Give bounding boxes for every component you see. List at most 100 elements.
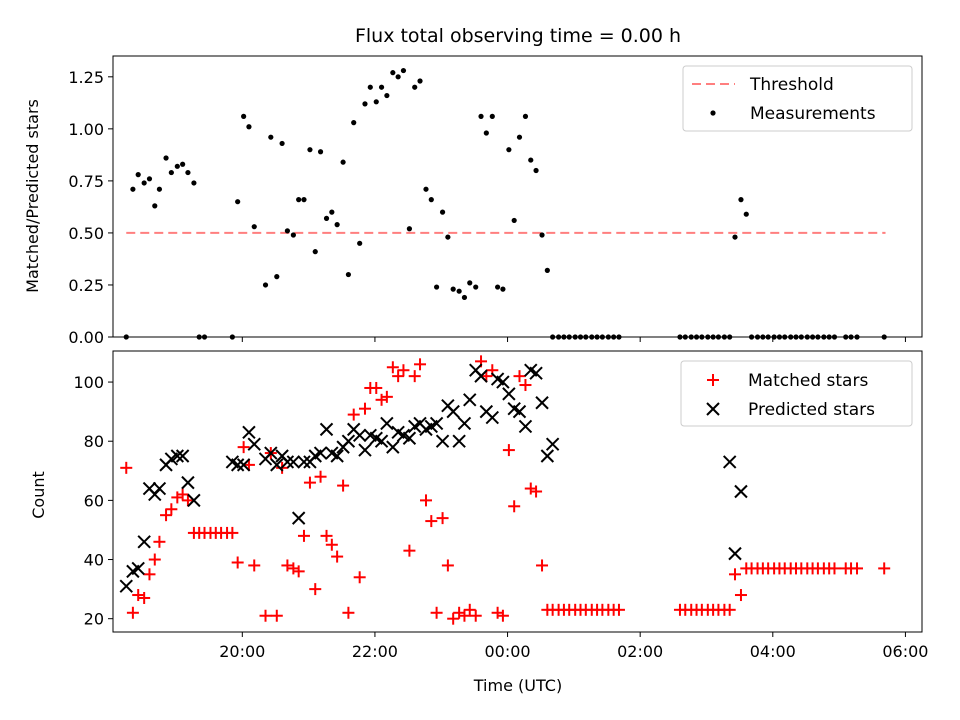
measurement-point (473, 284, 479, 290)
predicted-star-point (280, 455, 295, 469)
measurement-point (528, 157, 534, 163)
matched-star-point (126, 606, 139, 619)
bottom-axes-frame (112, 350, 923, 633)
predicted-star-point (264, 446, 278, 460)
matched-star-point (536, 559, 549, 572)
predicted-star-point (380, 416, 394, 431)
measurement-point (235, 199, 241, 205)
measurement-point (406, 226, 413, 232)
measurement-point (152, 203, 158, 209)
measurement-point (180, 161, 186, 167)
measurement-point (544, 267, 550, 273)
predicted-star-point (230, 458, 245, 472)
matched-star-point (734, 589, 747, 602)
y-tick-label: 1.25 (68, 68, 104, 87)
matched-star-point (248, 559, 261, 572)
measurement-point (274, 274, 280, 280)
matched-star-point (287, 562, 300, 575)
measurement-point (191, 180, 197, 186)
predicted-star-point (119, 579, 133, 593)
matched-star-point (270, 609, 283, 622)
measurement-point (506, 147, 512, 153)
measurement-point (434, 284, 440, 290)
predicted-star-point (402, 431, 417, 445)
matched-star-point (309, 583, 322, 596)
measurement-point (241, 113, 247, 119)
y-tick-label: 0.25 (68, 276, 104, 295)
measurement-point (539, 232, 545, 238)
measurement-point (445, 234, 451, 240)
matched-star-point (165, 503, 178, 516)
matched-star-point (370, 381, 383, 394)
predicted-star-point (496, 375, 510, 389)
measurement-point (450, 286, 456, 292)
matched-star-point (386, 361, 399, 374)
measurement-point (400, 67, 407, 74)
predicted-star-point (540, 449, 555, 463)
predicted-star-point (374, 434, 389, 448)
y-tick-label: 0.50 (68, 224, 104, 243)
measurement-point (439, 209, 446, 215)
matched-star-point (138, 591, 151, 604)
predicted-star-point (485, 410, 500, 425)
measurement-point (323, 215, 330, 221)
x-axis-label: Time (UTC) (473, 676, 562, 695)
predicted-star-point (175, 449, 190, 463)
y-tick-label: 80 (84, 432, 104, 451)
matched-star-point (143, 568, 156, 581)
matched-star-point (436, 512, 449, 525)
measurement-point (373, 99, 379, 105)
y-tick-label: 40 (84, 551, 104, 570)
x-tick-label: 20:00 (219, 642, 265, 661)
matched-star-point (513, 370, 526, 383)
measurement-point (246, 124, 252, 130)
y-tick-label: 60 (84, 491, 104, 510)
matched-star-point (171, 491, 184, 504)
matched-star-point (153, 535, 166, 548)
measurement-point (284, 228, 290, 234)
predicted-star-point (247, 437, 261, 451)
matched-star-point (878, 562, 891, 575)
measurement-point (174, 163, 180, 169)
measurement-point (478, 113, 484, 119)
predicted-star-point (319, 422, 334, 437)
top-axes-frame (112, 55, 923, 338)
matched-star-point (237, 441, 250, 454)
top-legend: Threshold Measurements (682, 65, 913, 132)
matched-star-point (160, 509, 173, 522)
matched-star-point (342, 606, 355, 619)
measurement-point (251, 224, 257, 230)
matched-star-point (729, 568, 742, 581)
measurement-point (412, 84, 418, 90)
y-tick-label: 100 (73, 373, 104, 392)
predicted-star-point (728, 546, 742, 561)
predicted-star-point (512, 404, 527, 419)
y-tick-label: 1.00 (68, 120, 104, 139)
measurement-point (130, 186, 136, 192)
measurement-point (489, 113, 495, 119)
measurement-point (301, 197, 307, 203)
matched-star-point (132, 589, 145, 602)
predicted-star-point (545, 437, 560, 451)
measurement-point (317, 149, 324, 155)
predicted-star-point (463, 393, 477, 407)
measurement-point (185, 169, 191, 176)
measurement-point (743, 211, 749, 217)
legend-measurements-label: Measurements (750, 104, 876, 124)
matched-star-point (347, 408, 360, 421)
count-points (119, 355, 891, 625)
matched-star-point (337, 479, 350, 492)
predicted-star-point (286, 455, 301, 469)
predicted-star-point (502, 387, 516, 401)
measurement-point (357, 240, 363, 246)
chart-title: Flux total observing time = 0.00 h (355, 25, 681, 47)
matched-star-point (403, 544, 416, 557)
measurement-point (262, 282, 269, 288)
matched-star-point (181, 494, 194, 507)
measurement-point (522, 113, 529, 119)
predicted-star-point (535, 396, 549, 410)
predicted-star-point (474, 369, 488, 383)
y-tick-label: 0.00 (68, 328, 104, 347)
measurement-point (738, 197, 744, 203)
